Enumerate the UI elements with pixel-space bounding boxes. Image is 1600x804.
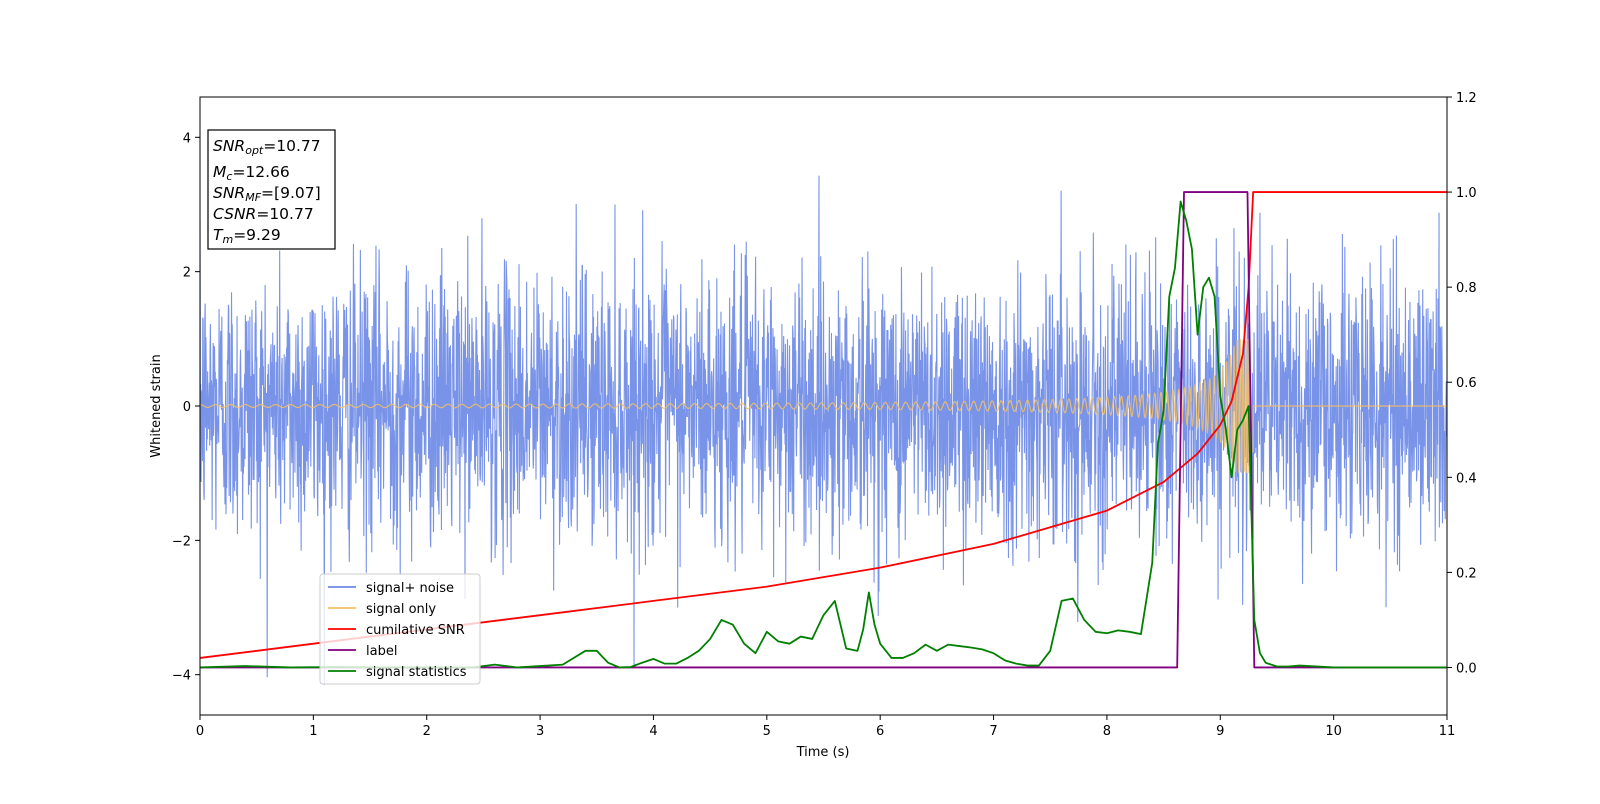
legend-label: signal statistics [366, 665, 467, 680]
info-line: SNRopt=10.77 [213, 137, 321, 157]
x-axis: 0 1 2 3 4 5 6 7 8 9 10 11 [196, 715, 1455, 739]
series-cumulative-snr [200, 191, 1447, 659]
x-tick-label: 6 [876, 724, 884, 739]
plot-area [200, 175, 1447, 685]
x-tick-label: 4 [649, 724, 657, 739]
info-box: SNRopt=10.77 Mc=12.66SNRMF=[9.07]CSNR=10.… [207, 129, 336, 250]
series-signal-only [200, 338, 1447, 474]
right-y-axis: 1.2 1.0 0.8 0.6 0.4 0.2 0.0 [1447, 91, 1477, 676]
info-line: SNRMF=[9.07] [213, 184, 321, 204]
legend-label: signal+ noise [366, 581, 454, 596]
x-axis-label: Time (s) [796, 745, 850, 760]
left-y-tick-label: −4 [172, 669, 191, 684]
legend-label: signal only [366, 602, 436, 617]
x-tick-label: 2 [423, 724, 431, 739]
right-y-tick-label: 1.2 [1456, 91, 1477, 106]
x-tick-label: 9 [1216, 724, 1224, 739]
x-tick-label: 5 [763, 724, 771, 739]
left-y-tick-label: 2 [183, 266, 191, 281]
x-tick-label: 11 [1439, 724, 1456, 739]
legend: signal+ noise signal only cumilative SNR la… [319, 573, 481, 685]
info-box-frame [207, 129, 336, 250]
series-signal-noise [200, 175, 1447, 685]
x-tick-label: 8 [1103, 724, 1111, 739]
series-signal-statistics [200, 200, 1447, 669]
left-y-tick-label: −2 [172, 534, 191, 549]
right-y-tick-label: 1.0 [1456, 186, 1477, 201]
series-label [200, 191, 1447, 669]
legend-frame [319, 573, 481, 685]
right-y-tick-label: 0.4 [1456, 471, 1477, 486]
y-axis-label: Whitened strain [149, 354, 164, 457]
legend-label: label [366, 644, 397, 659]
right-y-tick-label: 0.6 [1456, 376, 1477, 391]
left-y-tick-label: 0 [183, 400, 191, 415]
right-y-tick-label: 0.8 [1456, 281, 1477, 296]
right-y-tick-label: 0.0 [1456, 661, 1477, 676]
x-tick-label: 3 [536, 724, 544, 739]
info-line: Tm=9.29 [213, 226, 281, 246]
left-y-tick-label: 4 [183, 131, 191, 146]
info-line: Mc=12.66 [213, 163, 290, 183]
x-tick-label: 7 [989, 724, 997, 739]
x-tick-label: 10 [1325, 724, 1342, 739]
legend-label: cumilative SNR [366, 623, 465, 638]
x-tick-label: 1 [309, 724, 317, 739]
x-tick-label: 0 [196, 724, 204, 739]
info-line: CSNR=10.77 [213, 205, 314, 223]
right-y-tick-label: 0.2 [1456, 566, 1477, 581]
left-y-axis: 4 2 0 −2 −4 [172, 131, 200, 684]
